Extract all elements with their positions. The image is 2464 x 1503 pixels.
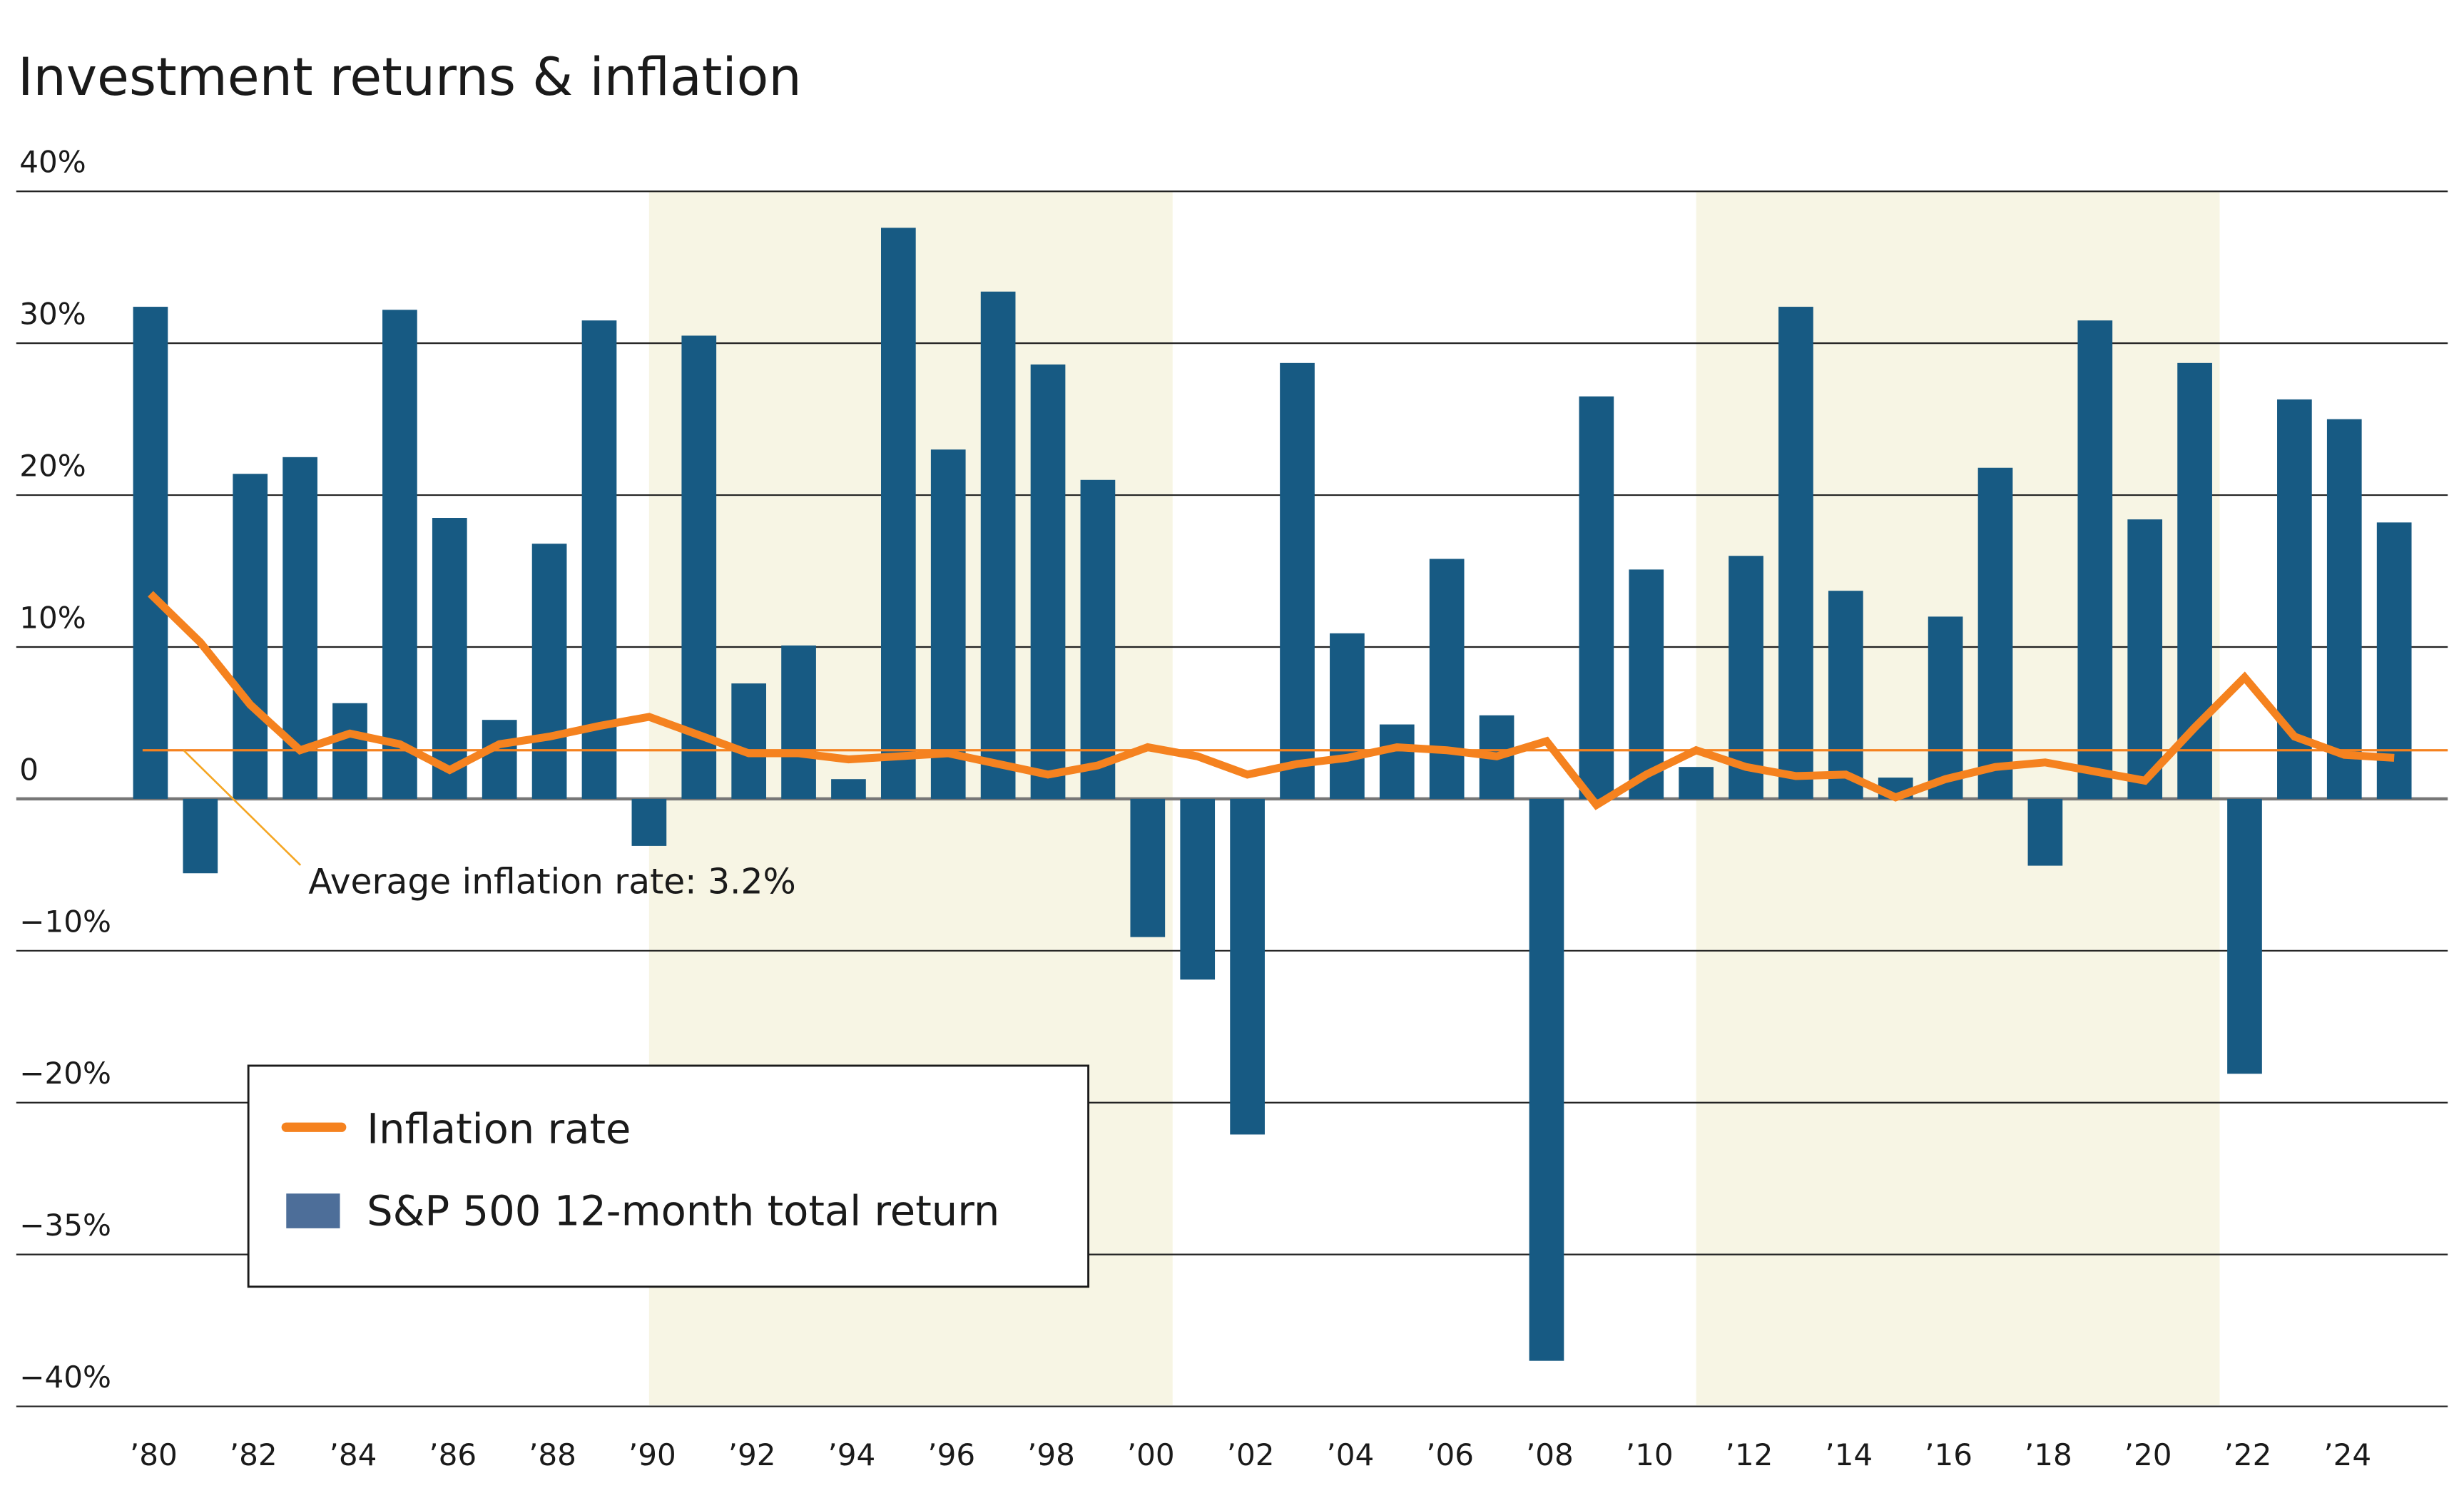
- y-tick-label: 10%: [19, 600, 86, 635]
- x-tick-label: ’94: [828, 1437, 875, 1472]
- bar-2019: [2077, 320, 2113, 799]
- average-inflation-label: Average inflation rate: 3.2%: [308, 862, 796, 902]
- bar-1996: [930, 449, 966, 799]
- x-tick-label: ’10: [1626, 1437, 1674, 1472]
- average-inflation: Average inflation rate: 3.2%: [142, 749, 2448, 902]
- bar-2018: [2027, 798, 2063, 866]
- x-tick-label: ’96: [927, 1437, 975, 1472]
- bar-2001: [1180, 798, 1216, 980]
- bar-1992: [731, 683, 767, 799]
- bar-2006: [1429, 559, 1465, 799]
- bars: [133, 228, 2412, 1361]
- x-tick-label: ’84: [329, 1437, 377, 1472]
- inflation-line: [148, 591, 2395, 810]
- x-tick-label: ’00: [1127, 1437, 1175, 1472]
- bar-1985: [382, 310, 417, 799]
- bar-2013: [1778, 307, 1813, 799]
- annotation-leader-line: [183, 749, 302, 866]
- bar-1990: [631, 798, 667, 846]
- x-tick-label: ’06: [1426, 1437, 1474, 1472]
- x-tick-label: ’90: [628, 1437, 676, 1472]
- bar-1993: [781, 645, 816, 799]
- bar-2009: [1579, 396, 1614, 799]
- bar-2000: [1130, 798, 1166, 937]
- x-tick-label: ’88: [529, 1437, 576, 1472]
- bar-2005: [1379, 724, 1415, 799]
- bar-1994: [831, 779, 866, 799]
- bar-2021: [2177, 362, 2212, 799]
- x-tick-label: ’02: [1227, 1437, 1275, 1472]
- x-axis-labels: ’80 ’82 ’84 ’86 ’88 ’90 ’92 ’94 ’96 ’98 ’00 ’02 ’04 ’…: [130, 1437, 2371, 1472]
- bar-1981: [183, 798, 218, 874]
- x-tick-label: ’98: [1027, 1437, 1075, 1472]
- bar-1991: [681, 335, 717, 799]
- bar-1999: [1080, 479, 1116, 799]
- bar-2010: [1629, 569, 1664, 799]
- bar-2025: [2376, 522, 2412, 799]
- y-tick-label: −10%: [19, 904, 111, 939]
- bar-1987: [482, 720, 517, 799]
- bar-2008: [1529, 798, 1564, 1361]
- x-tick-label: ’16: [1925, 1437, 1972, 1472]
- y-tick-label: 0: [19, 752, 39, 787]
- bar-2016: [1928, 616, 1963, 799]
- bar-1989: [581, 320, 617, 799]
- x-tick-label: ’18: [2025, 1437, 2072, 1472]
- y-tick-label: 30%: [19, 297, 86, 332]
- legend: Inflation rate S&P 500 12-month total re…: [247, 1064, 1090, 1288]
- legend-label-inflation: Inflation rate: [367, 1105, 631, 1153]
- y-tick-label: 40%: [19, 145, 86, 180]
- x-tick-label: ’12: [1726, 1437, 1773, 1472]
- bar-2003: [1280, 362, 1315, 799]
- bar-2011: [1679, 767, 1714, 799]
- y-tick-label: 20%: [19, 449, 86, 484]
- y-tick-label: −40%: [19, 1360, 111, 1395]
- bar-1998: [1030, 364, 1066, 799]
- y-axis-labels: 40% 30% 20% 10% 0 −10% −20% −35% −40%: [19, 145, 111, 1395]
- y-tick-label: −35%: [19, 1208, 111, 1243]
- bar-1997: [980, 291, 1016, 799]
- x-tick-label: ’08: [1526, 1437, 1574, 1472]
- bar-1980: [133, 307, 168, 799]
- bar-1986: [432, 518, 467, 799]
- bar-2024: [2326, 419, 2362, 799]
- bar-2002: [1230, 798, 1265, 1135]
- x-tick-label: ’14: [1825, 1437, 1873, 1472]
- bar-1988: [531, 544, 567, 799]
- bar-2004: [1330, 633, 1365, 799]
- x-tick-label: ’24: [2323, 1437, 2371, 1472]
- legend-label-sp500: S&P 500 12-month total return: [367, 1187, 999, 1235]
- x-tick-label: ’22: [2224, 1437, 2271, 1472]
- chart-title: Investment returns & inflation: [18, 47, 802, 108]
- legend-box: [247, 1064, 1090, 1288]
- y-tick-label: −20%: [19, 1056, 111, 1091]
- bar-2017: [1977, 467, 2013, 799]
- bar-2020: [2127, 519, 2163, 799]
- x-tick-label: ’80: [130, 1437, 178, 1472]
- x-tick-label: ’20: [2124, 1437, 2172, 1472]
- x-tick-label: ’86: [429, 1437, 477, 1472]
- x-tick-label: ’04: [1326, 1437, 1374, 1472]
- bar-1982: [233, 474, 268, 799]
- bar-1995: [880, 228, 916, 799]
- bar-2022: [2227, 798, 2262, 1074]
- legend-bar-swatch: [286, 1193, 340, 1228]
- x-tick-label: ’92: [728, 1437, 776, 1472]
- x-tick-label: ’82: [230, 1437, 278, 1472]
- bar-2014: [1828, 591, 1863, 799]
- bar-2012: [1729, 556, 1763, 799]
